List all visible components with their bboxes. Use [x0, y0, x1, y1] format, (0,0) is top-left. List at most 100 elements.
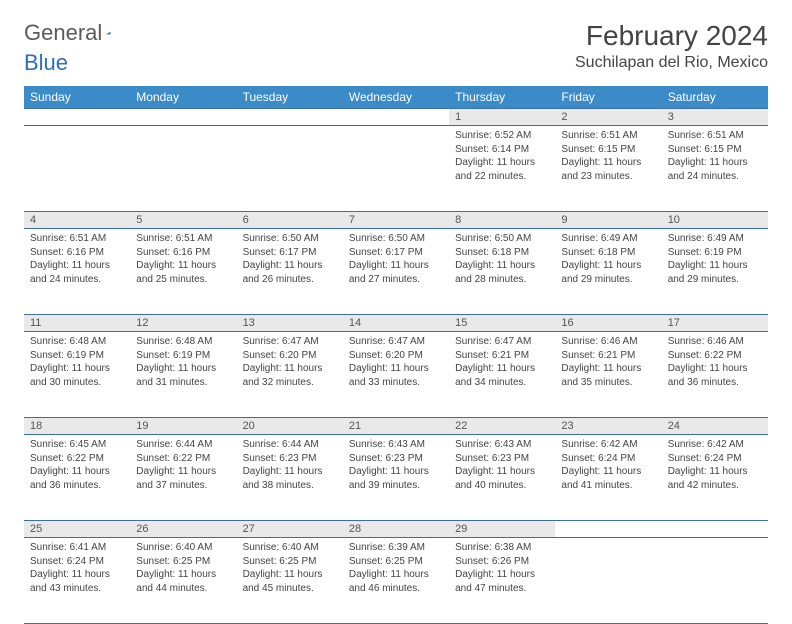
week-row: Sunrise: 6:51 AM Sunset: 6:16 PM Daylight:… [24, 229, 768, 315]
sunrise-line: Sunrise: 6:46 AM [668, 335, 762, 349]
day-cell [130, 126, 236, 212]
sunrise-line: Sunrise: 6:50 AM [455, 232, 549, 246]
sunrise-line: Sunrise: 6:51 AM [668, 129, 762, 143]
day-number-cell: 26 [130, 521, 236, 538]
daylight-line: Daylight: 11 hours and 46 minutes. [349, 568, 443, 595]
calendar-table: SundayMondayTuesdayWednesdayThursdayFrid… [24, 86, 768, 624]
daylight-line: Daylight: 11 hours and 29 minutes. [561, 259, 655, 286]
sunrise-line: Sunrise: 6:48 AM [30, 335, 124, 349]
daylight-line: Daylight: 11 hours and 40 minutes. [455, 465, 549, 492]
day-number-cell: 6 [237, 212, 343, 229]
day-cell: Sunrise: 6:48 AMSunset: 6:19 PMDaylight:… [130, 332, 236, 418]
day-number-cell: 9 [555, 212, 661, 229]
daylight-line: Daylight: 11 hours and 24 minutes. [668, 156, 762, 183]
daynum-row: 123 [24, 109, 768, 126]
day-number-cell: 24 [662, 418, 768, 435]
daylight-line: Daylight: 11 hours and 27 minutes. [349, 259, 443, 286]
day-number-cell: 23 [555, 418, 661, 435]
sunrise-line: Sunrise: 6:50 AM [243, 232, 337, 246]
title-block: February 2024 Suchilapan del Rio, Mexico [575, 20, 768, 72]
sunset-line: Sunset: 6:14 PM [455, 143, 549, 157]
sunset-line: Sunset: 6:25 PM [243, 555, 337, 569]
sunrise-line: Sunrise: 6:47 AM [455, 335, 549, 349]
sunrise-line: Sunrise: 6:47 AM [349, 335, 443, 349]
sunset-line: Sunset: 6:19 PM [30, 349, 124, 363]
sunrise-line: Sunrise: 6:38 AM [455, 541, 549, 555]
daynum-row: 18192021222324 [24, 418, 768, 435]
day-number-cell: 2 [555, 109, 661, 126]
day-cell [24, 126, 130, 212]
daylight-line: Daylight: 11 hours and 23 minutes. [561, 156, 655, 183]
daylight-line: Daylight: 11 hours and 32 minutes. [243, 362, 337, 389]
sunset-line: Sunset: 6:17 PM [349, 246, 443, 260]
day-cell: Sunrise: 6:47 AMSunset: 6:21 PMDaylight:… [449, 332, 555, 418]
sunset-line: Sunset: 6:18 PM [455, 246, 549, 260]
day-number-cell: 25 [24, 521, 130, 538]
weekday-header: Tuesday [237, 86, 343, 109]
daylight-line: Daylight: 11 hours and 33 minutes. [349, 362, 443, 389]
day-number-cell: 20 [237, 418, 343, 435]
daylight-line: Daylight: 11 hours and 28 minutes. [455, 259, 549, 286]
day-cell: Sunrise: 6:43 AMSunset: 6:23 PMDaylight:… [343, 435, 449, 521]
daylight-line: Daylight: 11 hours and 22 minutes. [455, 156, 549, 183]
sunrise-line: Sunrise: 6:43 AM [455, 438, 549, 452]
sunset-line: Sunset: 6:16 PM [136, 246, 230, 260]
day-cell: Sunrise: 6:44 AMSunset: 6:22 PMDaylight:… [130, 435, 236, 521]
day-number-cell [343, 109, 449, 126]
daynum-row: 11121314151617 [24, 315, 768, 332]
day-number-cell [130, 109, 236, 126]
day-number-cell: 19 [130, 418, 236, 435]
day-number-cell: 5 [130, 212, 236, 229]
sunset-line: Sunset: 6:25 PM [349, 555, 443, 569]
day-number-cell: 8 [449, 212, 555, 229]
sunset-line: Sunset: 6:22 PM [668, 349, 762, 363]
week-row: Sunrise: 6:48 AMSunset: 6:19 PMDaylight:… [24, 332, 768, 418]
sunset-line: Sunset: 6:21 PM [455, 349, 549, 363]
day-cell: Sunrise: 6:42 AMSunset: 6:24 PMDaylight:… [555, 435, 661, 521]
day-number-cell: 17 [662, 315, 768, 332]
sunset-line: Sunset: 6:25 PM [136, 555, 230, 569]
day-cell: Sunrise: 6:39 AMSunset: 6:25 PMDaylight:… [343, 538, 449, 624]
sunrise-line: Sunrise: 6:44 AM [136, 438, 230, 452]
sunrise-line: Sunrise: 6:50 AM [349, 232, 443, 246]
day-number-cell: 10 [662, 212, 768, 229]
sunset-line: Sunset: 6:23 PM [455, 452, 549, 466]
sunset-line: Sunset: 6:19 PM [136, 349, 230, 363]
day-cell [237, 126, 343, 212]
day-number-cell: 1 [449, 109, 555, 126]
sunset-line: Sunset: 6:26 PM [455, 555, 549, 569]
day-cell [555, 538, 661, 624]
day-cell: Sunrise: 6:50 AMSunset: 6:18 PMDaylight:… [449, 229, 555, 315]
day-cell [662, 538, 768, 624]
daylight-line: Daylight: 11 hours and 47 minutes. [455, 568, 549, 595]
day-cell: Sunrise: 6:41 AMSunset: 6:24 PMDaylight:… [24, 538, 130, 624]
daylight-line: Daylight: 11 hours and 38 minutes. [243, 465, 337, 492]
day-number-cell: 29 [449, 521, 555, 538]
sunset-line: Sunset: 6:24 PM [561, 452, 655, 466]
daylight-line: Daylight: 11 hours and 37 minutes. [136, 465, 230, 492]
day-number-cell: 15 [449, 315, 555, 332]
sunrise-line: Sunrise: 6:45 AM [30, 438, 124, 452]
sunrise-line: Sunrise: 6:51 AM [30, 232, 124, 246]
day-cell [343, 126, 449, 212]
week-row: Sunrise: 6:52 AMSunset: 6:14 PMDaylight:… [24, 126, 768, 212]
weekday-header: Saturday [662, 86, 768, 109]
sunset-line: Sunset: 6:15 PM [668, 143, 762, 157]
sunset-line: Sunset: 6:15 PM [561, 143, 655, 157]
daylight-line: Daylight: 11 hours and 31 minutes. [136, 362, 230, 389]
day-cell: Sunrise: 6:44 AMSunset: 6:23 PMDaylight:… [237, 435, 343, 521]
daylight-line: Daylight: 11 hours and 26 minutes. [243, 259, 337, 286]
day-number-cell: 27 [237, 521, 343, 538]
day-number-cell: 12 [130, 315, 236, 332]
daylight-line: Daylight: 11 hours and 36 minutes. [30, 465, 124, 492]
sunset-line: Sunset: 6:20 PM [349, 349, 443, 363]
day-cell: Sunrise: 6:51 AMSunset: 6:16 PMDaylight:… [130, 229, 236, 315]
brand-logo: General [24, 20, 134, 46]
weekday-header: Thursday [449, 86, 555, 109]
weekday-header: Monday [130, 86, 236, 109]
sunrise-line: Sunrise: 6:43 AM [349, 438, 443, 452]
day-cell: Sunrise: 6:42 AMSunset: 6:24 PMDaylight:… [662, 435, 768, 521]
daylight-line: Daylight: 11 hours and 34 minutes. [455, 362, 549, 389]
day-number-cell: 16 [555, 315, 661, 332]
weekday-header: Friday [555, 86, 661, 109]
